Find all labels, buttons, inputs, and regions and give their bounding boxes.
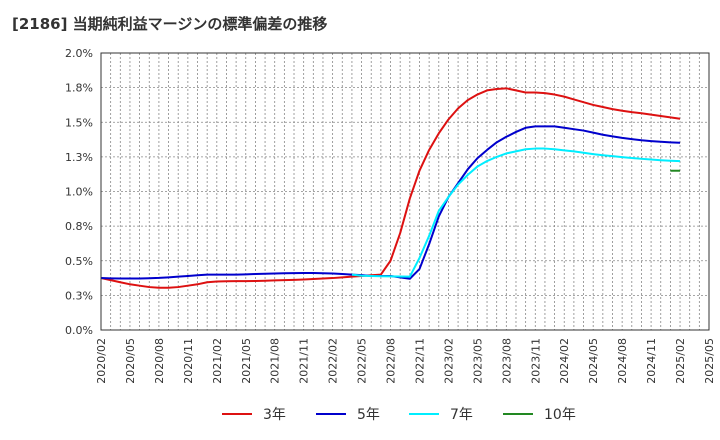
x-tick-label: 2024/05: [587, 338, 600, 384]
y-tick-label: 1.3%: [65, 151, 93, 164]
x-tick-label: 2020/11: [182, 338, 195, 384]
y-tick-label: 0.8%: [65, 220, 93, 233]
x-axis-ticks: 2020/02 2020/05 2020/08 2020/11 2021/02 2021/…: [95, 338, 716, 384]
x-tick-label: 2021/05: [240, 338, 253, 384]
legend-item: 7年: [409, 407, 473, 423]
grid: [101, 53, 709, 330]
legend-label: 5年: [357, 407, 380, 423]
x-tick-label: 2024/08: [616, 338, 629, 384]
y-axis-ticks: 0.0% 0.3% 0.5% 0.8% 1.0% 1.3% 1.5% 1.8% 2.0%: [65, 47, 93, 337]
legend-item: 10年: [503, 407, 576, 423]
y-tick-label: 1.0%: [65, 186, 93, 199]
y-tick-label: 1.5%: [65, 116, 93, 129]
x-tick-label: 2022/11: [413, 338, 426, 384]
y-tick-label: 0.0%: [65, 324, 93, 337]
legend-label: 3年: [263, 407, 286, 423]
legend-item: 5年: [316, 407, 380, 423]
x-tick-label: 2021/08: [269, 338, 282, 384]
x-tick-label: 2022/08: [385, 338, 398, 384]
chart-title: [2186] 当期純利益マージンの標準偏差の推移: [12, 15, 328, 33]
x-tick-label: 2023/08: [500, 338, 513, 384]
legend: 3年 5年 7年 10年: [222, 407, 576, 423]
x-tick-label: 2024/11: [645, 338, 658, 384]
x-tick-label: 2023/02: [442, 338, 455, 384]
plot-area-border: [100, 52, 710, 331]
x-tick-label: 2020/02: [95, 338, 108, 384]
x-tick-label: 2020/08: [153, 338, 166, 384]
series-1: [100, 87, 681, 289]
x-tick-label: 2025/05: [703, 338, 716, 384]
series-3: [351, 147, 681, 278]
x-tick-label: 2023/05: [471, 338, 484, 384]
x-tick-label: 2021/02: [211, 338, 224, 384]
legend-label: 10年: [544, 407, 576, 423]
y-tick-label: 1.8%: [65, 82, 93, 95]
x-tick-label: 2020/05: [124, 338, 137, 384]
x-tick-label: 2024/02: [558, 338, 571, 384]
legend-label: 7年: [450, 407, 473, 423]
series-lines: [100, 87, 681, 289]
series-line: [100, 87, 681, 289]
x-tick-label: 2023/11: [529, 338, 542, 384]
x-tick-label: 2021/11: [298, 338, 311, 384]
x-tick-label: 2022/02: [327, 338, 340, 384]
y-tick-label: 0.5%: [65, 255, 93, 268]
x-tick-label: 2022/05: [356, 338, 369, 384]
legend-item: 3年: [222, 407, 286, 423]
series-line: [351, 147, 681, 278]
x-tick-label: 2025/02: [674, 338, 687, 384]
y-tick-label: 2.0%: [65, 47, 93, 60]
y-tick-label: 0.3%: [65, 289, 93, 302]
